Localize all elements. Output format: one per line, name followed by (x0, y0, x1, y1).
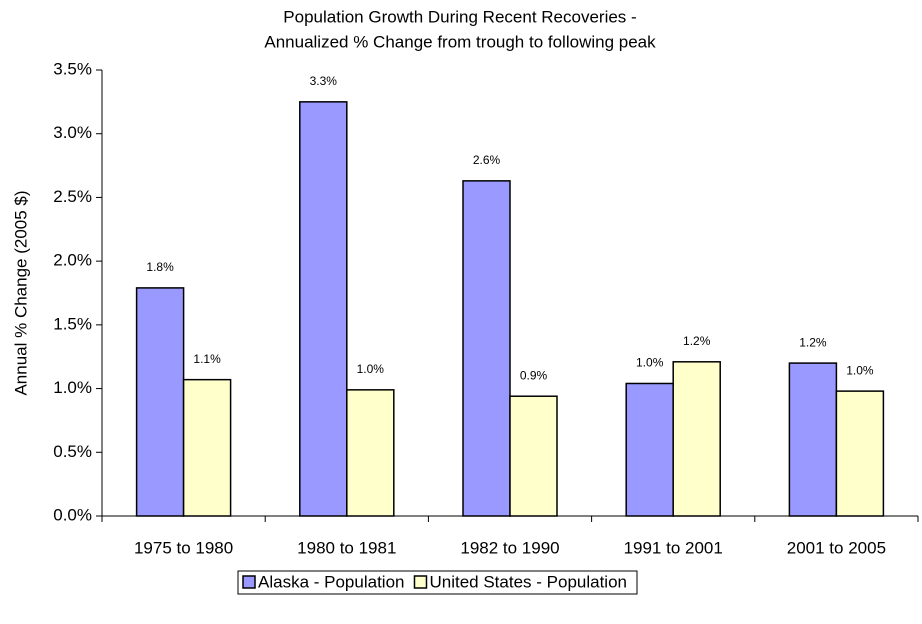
bar (346, 389, 395, 517)
value-label: 1.8% (146, 260, 174, 274)
legend (237, 570, 638, 595)
legend-swatch (242, 575, 256, 589)
chart-title: Population Growth During Recent Recoveri… (283, 7, 636, 26)
value-label: 1.2% (683, 334, 711, 348)
x-tick-label: 1980 to 1981 (297, 538, 396, 557)
bar (135, 287, 185, 517)
value-label: 1.0% (846, 363, 874, 377)
value-label: 1.0% (636, 356, 664, 370)
value-label: 1.1% (193, 352, 221, 366)
legend-label: United States - Population (429, 572, 627, 591)
bar (788, 362, 838, 517)
legend-label: Alaska - Population (258, 572, 404, 591)
value-label: 1.2% (799, 335, 827, 349)
y-tick-label: 1.5% (53, 314, 92, 333)
legend-swatch (413, 575, 428, 589)
chart-subtitle: Annualized % Change from trough to follo… (264, 32, 656, 51)
y-tick-label: 3.0% (53, 123, 92, 142)
value-label: 0.9% (520, 368, 548, 382)
x-tick-label: 1991 to 2001 (624, 538, 723, 557)
y-tick-label: 3.5% (53, 59, 92, 78)
bar (509, 395, 558, 517)
x-tick-label: 1975 to 1980 (134, 538, 233, 557)
bar (182, 378, 232, 517)
value-label: 3.3% (310, 74, 338, 88)
y-tick-label: 2.5% (53, 187, 92, 206)
bar (672, 361, 721, 517)
y-tick-label: 2.0% (53, 251, 92, 270)
value-label: 1.0% (357, 362, 385, 376)
y-axis-label: Annual % Change (2005 $) (11, 190, 30, 395)
y-tick-label: 0.0% (53, 505, 92, 524)
y-tick-label: 0.5% (53, 442, 92, 461)
bar (462, 180, 511, 517)
x-tick-label: 2001 to 2005 (787, 538, 886, 557)
bar (625, 382, 674, 517)
y-tick-label: 1.0% (53, 378, 92, 397)
bar (835, 390, 885, 517)
bar (299, 101, 348, 517)
value-label: 2.6% (473, 153, 501, 167)
x-tick-label: 1982 to 1990 (460, 538, 559, 557)
